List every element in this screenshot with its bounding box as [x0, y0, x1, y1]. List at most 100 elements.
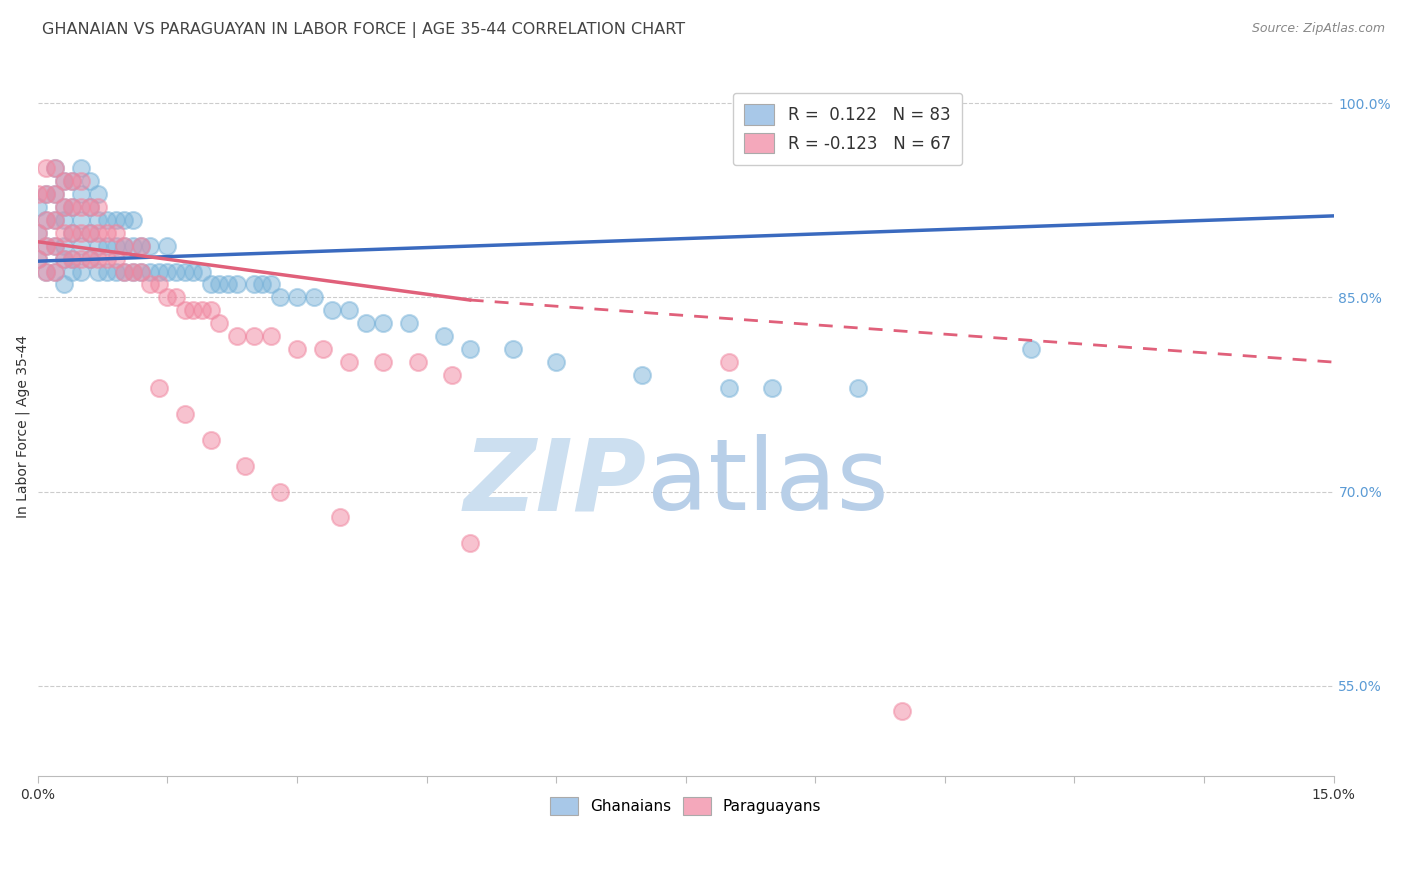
Point [156, 290, 179, 304]
Point [200, 433, 222, 447]
Point [148, 381, 170, 395]
Point [156, 264, 179, 278]
Point [121, 238, 143, 252]
Point [60, 200, 83, 214]
Point [112, 264, 135, 278]
Legend: Ghanaians, Paraguayans: Ghanaians, Paraguayans [541, 788, 831, 824]
Point [200, 277, 222, 292]
Point [848, 381, 870, 395]
Point [96, 226, 118, 240]
Point [70, 161, 93, 175]
Point [260, 277, 283, 292]
Point [139, 264, 162, 278]
Point [104, 252, 127, 266]
Point [70, 186, 93, 201]
Point [112, 238, 135, 252]
Point [337, 303, 360, 318]
Point [52, 252, 75, 266]
Point [44, 161, 66, 175]
Point [321, 303, 343, 318]
Point [60, 174, 83, 188]
Point [60, 264, 83, 278]
Point [87, 226, 110, 240]
Point [70, 174, 93, 188]
Point [104, 238, 127, 252]
Point [121, 212, 143, 227]
Point [52, 252, 75, 266]
Point [156, 238, 179, 252]
Point [304, 290, 326, 304]
Point [27, 226, 49, 240]
Point [27, 252, 49, 266]
Point [79, 200, 101, 214]
Point [252, 277, 274, 292]
Point [398, 316, 420, 330]
Point [242, 277, 264, 292]
Point [121, 264, 143, 278]
Point [546, 355, 568, 369]
Point [285, 290, 308, 304]
Point [373, 316, 395, 330]
Point [173, 407, 195, 421]
Point [217, 277, 239, 292]
Point [242, 329, 264, 343]
Point [181, 303, 204, 318]
Point [329, 510, 352, 524]
Point [27, 200, 49, 214]
Point [44, 212, 66, 227]
Point [79, 252, 101, 266]
Point [458, 342, 481, 356]
Point [208, 316, 231, 330]
Point [27, 186, 49, 201]
Point [260, 329, 283, 343]
Point [121, 264, 143, 278]
Point [139, 277, 162, 292]
Point [44, 238, 66, 252]
Point [208, 277, 231, 292]
Point [717, 381, 740, 395]
Point [79, 174, 101, 188]
Point [87, 238, 110, 252]
Point [52, 174, 75, 188]
Point [761, 381, 783, 395]
Point [148, 277, 170, 292]
Point [191, 303, 214, 318]
Point [337, 355, 360, 369]
Point [70, 226, 93, 240]
Point [44, 264, 66, 278]
Point [35, 238, 58, 252]
Point [79, 252, 101, 266]
Point [35, 212, 58, 227]
Point [35, 161, 58, 175]
Point [35, 186, 58, 201]
Point [441, 368, 464, 382]
Point [131, 238, 153, 252]
Point [131, 238, 153, 252]
Point [96, 212, 118, 227]
Point [87, 212, 110, 227]
Point [79, 226, 101, 240]
Point [79, 226, 101, 240]
Point [70, 264, 93, 278]
Point [44, 264, 66, 278]
Point [104, 264, 127, 278]
Point [104, 226, 127, 240]
Point [35, 186, 58, 201]
Point [717, 355, 740, 369]
Point [70, 238, 93, 252]
Point [60, 174, 83, 188]
Point [104, 212, 127, 227]
Point [225, 329, 247, 343]
Point [373, 355, 395, 369]
Point [35, 212, 58, 227]
Point [96, 264, 118, 278]
Point [52, 238, 75, 252]
Point [27, 252, 49, 266]
Point [225, 277, 247, 292]
Point [52, 174, 75, 188]
Point [35, 264, 58, 278]
Point [87, 200, 110, 214]
Point [433, 329, 456, 343]
Point [112, 238, 135, 252]
Point [70, 212, 93, 227]
